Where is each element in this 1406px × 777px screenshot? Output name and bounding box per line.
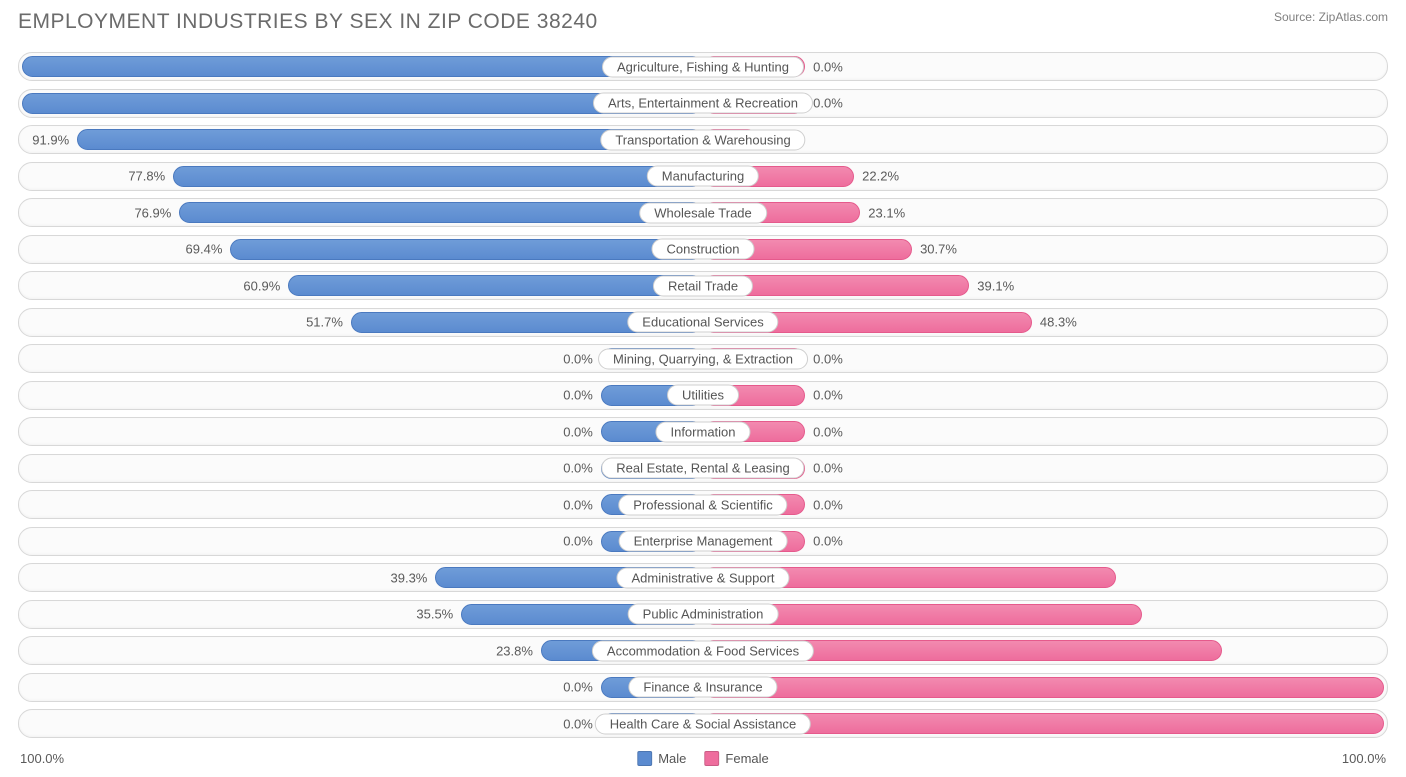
chart-row: 0.0% 0.0% Enterprise Management [18,527,1388,556]
category-label: Finance & Insurance [628,677,777,698]
chart-legend: Male Female [637,751,769,766]
chart-row: 77.8% 22.2% Manufacturing [18,162,1388,191]
chart-row: 91.9%8.1%Transportation & Warehousing [18,125,1388,154]
category-label: Utilities [667,385,739,406]
female-value: 0.0% [813,388,843,403]
female-value: 0.0% [813,424,843,439]
male-value: 91.9% [32,132,69,147]
category-label: Real Estate, Rental & Leasing [601,458,804,479]
male-bar [173,166,703,187]
category-label: Enterprise Management [619,531,788,552]
male-bar [288,275,703,296]
chart-row: 51.7% 48.3% Educational Services [18,308,1388,337]
category-label: Educational Services [627,312,778,333]
female-value: 0.0% [813,534,843,549]
male-value: 39.3% [391,570,428,585]
female-value: 48.3% [1040,315,1077,330]
chart-row: 35.5%64.5%Public Administration [18,600,1388,629]
axis-left-label: 100.0% [20,751,64,766]
chart-header: EMPLOYMENT INDUSTRIES BY SEX IN ZIP CODE… [18,10,1388,34]
male-value: 0.0% [563,716,593,731]
axis-right-label: 100.0% [1342,751,1386,766]
male-value: 0.0% [563,534,593,549]
male-bar: 100.0% [22,56,703,77]
chart-row: 60.9% 39.1% Retail Trade [18,271,1388,300]
male-swatch-icon [637,751,652,766]
chart-row: 0.0% 0.0% Professional & Scientific [18,490,1388,519]
female-swatch-icon [704,751,719,766]
chart-row: 0.0% 0.0% Information [18,417,1388,446]
female-value: 0.0% [813,461,843,476]
male-bar [179,202,703,223]
chart-row: 0.0% 0.0% Mining, Quarrying, & Extraction [18,344,1388,373]
female-value: 0.0% [813,497,843,512]
chart-row: 76.9% 23.1% Wholesale Trade [18,198,1388,227]
male-value: 51.7% [306,315,343,330]
legend-female: Female [704,751,768,766]
female-bar: 100.0% [703,677,1384,698]
female-value: 30.7% [920,242,957,257]
category-label: Transportation & Warehousing [600,129,805,150]
chart-footer: 100.0% Male Female 100.0% [18,746,1388,772]
category-label: Retail Trade [653,275,753,296]
category-label: Arts, Entertainment & Recreation [593,93,813,114]
category-label: Public Administration [628,604,779,625]
diverging-bar-chart: 100.0% 0.0% Agriculture, Fishing & Hunting… [18,52,1388,738]
female-value: 0.0% [813,59,843,74]
male-value: 60.9% [243,278,280,293]
chart-row: 0.0% 100.0%Finance & Insurance [18,673,1388,702]
chart-source: Source: ZipAtlas.com [1274,10,1388,24]
chart-row: 0.0% 0.0% Utilities [18,381,1388,410]
male-value: 0.0% [563,497,593,512]
category-label: Health Care & Social Assistance [595,713,811,734]
male-value: 0.0% [563,351,593,366]
male-value: 23.8% [496,643,533,658]
category-label: Professional & Scientific [618,494,787,515]
male-value: 0.0% [563,388,593,403]
male-value: 35.5% [416,607,453,622]
male-value: 69.4% [186,242,223,257]
category-label: Construction [652,239,755,260]
male-value: 77.8% [128,169,165,184]
category-label: Manufacturing [647,166,759,187]
legend-female-label: Female [725,751,768,766]
male-bar [230,239,703,260]
chart-row: 23.8%76.2%Accommodation & Food Services [18,636,1388,665]
male-value: 0.0% [563,461,593,476]
female-value: 39.1% [977,278,1014,293]
category-label: Administrative & Support [616,567,789,588]
chart-row: 0.0% 0.0% Real Estate, Rental & Leasing [18,454,1388,483]
chart-row: 0.0%100.0%Health Care & Social Assistanc… [18,709,1388,738]
category-label: Accommodation & Food Services [592,640,814,661]
chart-row: 39.3%60.7%Administrative & Support [18,563,1388,592]
female-value: 0.0% [813,96,843,111]
female-value: 0.0% [813,351,843,366]
male-value: 0.0% [563,424,593,439]
chart-row: 100.0% 0.0% Agriculture, Fishing & Hunting [18,52,1388,81]
male-value: 76.9% [134,205,171,220]
category-label: Information [655,421,750,442]
female-value: 23.1% [868,205,905,220]
category-label: Agriculture, Fishing & Hunting [602,56,804,77]
female-value: 22.2% [862,169,899,184]
male-value: 0.0% [563,680,593,695]
category-label: Wholesale Trade [639,202,767,223]
chart-row: 100.0%0.0%Arts, Entertainment & Recreati… [18,89,1388,118]
chart-row: 69.4% 30.7% Construction [18,235,1388,264]
chart-title: EMPLOYMENT INDUSTRIES BY SEX IN ZIP CODE… [18,10,598,34]
category-label: Mining, Quarrying, & Extraction [598,348,808,369]
legend-male-label: Male [658,751,686,766]
legend-male: Male [637,751,686,766]
